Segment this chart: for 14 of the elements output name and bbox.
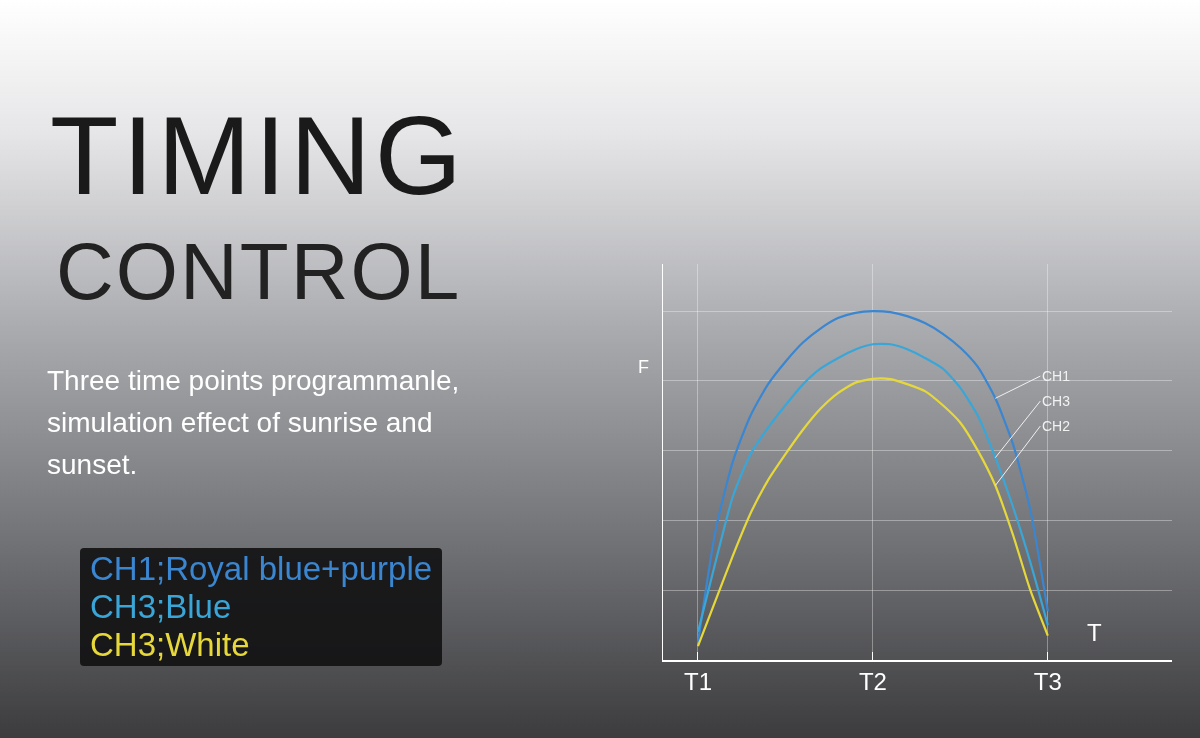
x-tick-label: T1 bbox=[683, 668, 712, 696]
text: CH2 bbox=[1042, 418, 1071, 434]
text: CH1 bbox=[1042, 368, 1071, 384]
x-axis-title: T bbox=[1087, 619, 1102, 646]
x-tick-label: T3 bbox=[1033, 668, 1062, 696]
text: CH3;Blue bbox=[90, 588, 233, 626]
text: CH1;Royal blue+purple bbox=[90, 550, 433, 588]
chart-title: TIMING bbox=[50, 93, 466, 218]
x-tick-label: T2 bbox=[858, 668, 887, 696]
text: Three time points programmanle, simulation effect of sunrise and sunset. bbox=[47, 364, 461, 482]
chart-subtitle: CONTROL bbox=[56, 227, 462, 316]
text: CH3;White bbox=[90, 626, 251, 664]
y-axis-title: F bbox=[638, 357, 649, 377]
text: CH3 bbox=[1042, 393, 1071, 409]
